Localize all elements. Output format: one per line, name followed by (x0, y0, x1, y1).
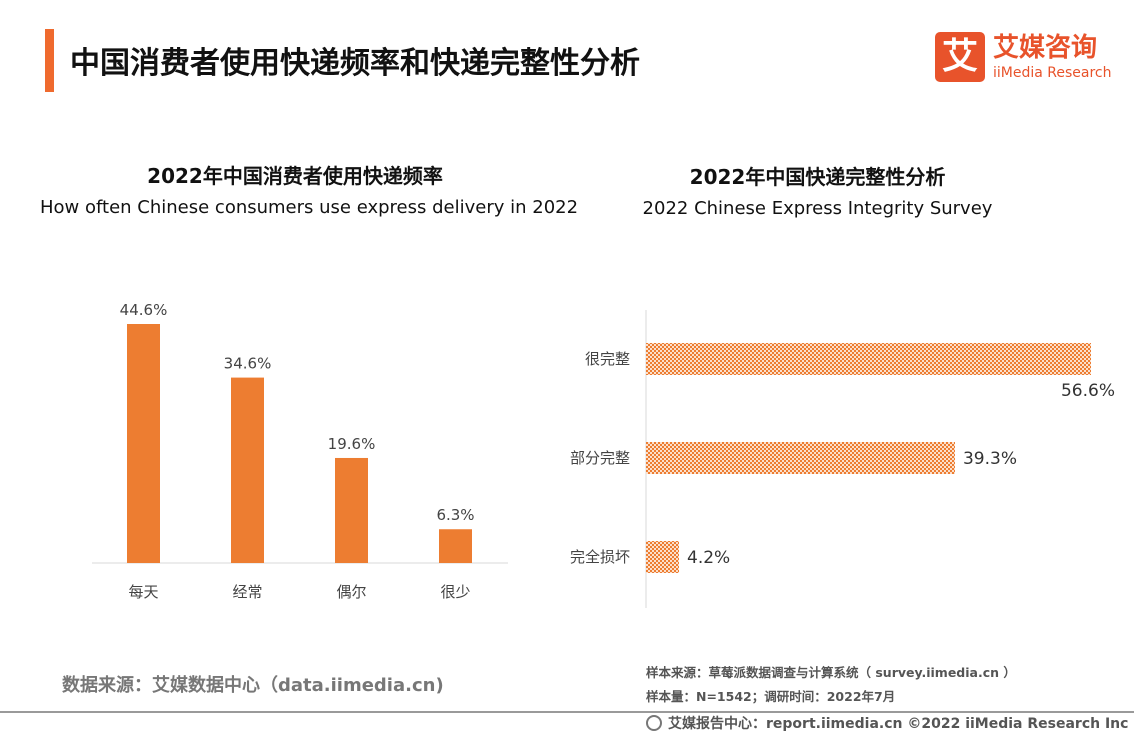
category-label: 很少 (440, 583, 470, 601)
bar (646, 541, 680, 573)
brand-logo: 艾 艾媒咨询 iiMedia Research (935, 32, 1125, 86)
data-source: 数据来源：艾媒数据中心（data.iimedia.cn) (62, 675, 444, 696)
bar-value-label: 19.6% (328, 435, 376, 453)
left-chart-title: 2022年中国消费者使用快递频率 (147, 164, 443, 188)
footer-text: 艾媒报告中心：report.iimedia.cn ©2022 iiMedia R… (668, 716, 1129, 732)
category-label: 偶尔 (336, 583, 366, 601)
bar (439, 529, 472, 563)
category-label: 经常 (232, 583, 262, 601)
page-title: 中国消费者使用快递频率和快递完整性分析 (70, 46, 640, 81)
bar-value-label: 44.6% (120, 301, 168, 319)
left-chart-subtitle: How often Chinese consumers use express … (40, 197, 579, 218)
right-chart-subtitle: 2022 Chinese Express Integrity Survey (642, 198, 993, 219)
logo-mark-icon: 艾 (935, 32, 985, 82)
footer-divider (0, 711, 1134, 713)
bar (231, 377, 264, 563)
logo-english-name: iiMedia Research (993, 65, 1112, 81)
logo-chinese-name: 艾媒咨询 (993, 33, 1098, 63)
bar-value-label: 34.6% (224, 355, 272, 373)
bar (646, 442, 955, 474)
title-accent-bar (45, 29, 54, 92)
bar-value-label: 6.3% (436, 506, 474, 524)
bar (127, 324, 160, 563)
globe-icon (646, 715, 662, 731)
bar-value-label: 39.3% (963, 449, 1017, 469)
category-label: 完全损坏 (570, 548, 630, 566)
bar-value-label: 4.2% (687, 548, 730, 568)
frequency-bar-chart: 44.6% 每天 34.6% 经常 19.6% 偶尔 6.3% 很少 (92, 301, 508, 601)
category-label: 每天 (128, 583, 158, 601)
bar-value-label: 56.6% (1061, 381, 1115, 401)
sample-size-note: 样本量：N=1542；调研时间：2022年7月 (646, 689, 896, 704)
bar (646, 343, 1091, 375)
bar (335, 457, 368, 563)
footer: 艾媒报告中心：report.iimedia.cn ©2022 iiMedia R… (646, 713, 1128, 733)
category-label: 部分完整 (570, 449, 630, 467)
category-label: 很完整 (585, 350, 630, 368)
right-chart-title: 2022年中国快递完整性分析 (689, 165, 946, 189)
sample-source-note: 样本来源：草莓派数据调查与计算系统（ survey.iimedia.cn ） (646, 665, 1016, 680)
integrity-bar-chart: 很完整 56.6% 部分完整 39.3% 完全损坏 4.2% (570, 310, 1115, 608)
